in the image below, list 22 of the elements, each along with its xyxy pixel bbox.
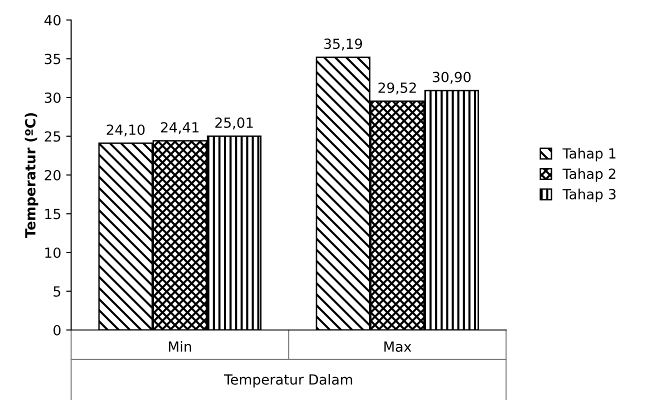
legend-label: Tahap 3 [562, 188, 616, 202]
y-tick-label: 40 [44, 14, 61, 26]
data-label: 29,52 [378, 82, 416, 94]
y-axis-title: Temperatur (ºC) [24, 113, 38, 238]
data-label: 25,01 [215, 117, 253, 130]
y-tick-label: 0 [54, 324, 61, 336]
data-label: 35,19 [324, 38, 362, 50]
y-tick-label: 20 [44, 170, 61, 180]
legend-label: Tahap 2 [562, 168, 616, 182]
y-tick-label: 5 [54, 286, 60, 297]
x-axis-title: Temperatur Dalam [224, 374, 352, 388]
y-tick-label: 10 [45, 247, 61, 258]
x-tick-label: Max [384, 342, 412, 352]
y-tick-label: 30 [44, 92, 61, 103]
data-label: 24,41 [161, 122, 199, 134]
y-tick-label: 35 [44, 54, 60, 64]
data-label: 30,90 [432, 72, 471, 84]
y-tick-label: 25 [44, 131, 60, 142]
data-label: 24,10 [106, 124, 145, 136]
y-tick-label: 15 [45, 208, 60, 220]
x-tick-label: Min [168, 341, 192, 352]
legend-label: Tahap 1 [562, 148, 616, 162]
